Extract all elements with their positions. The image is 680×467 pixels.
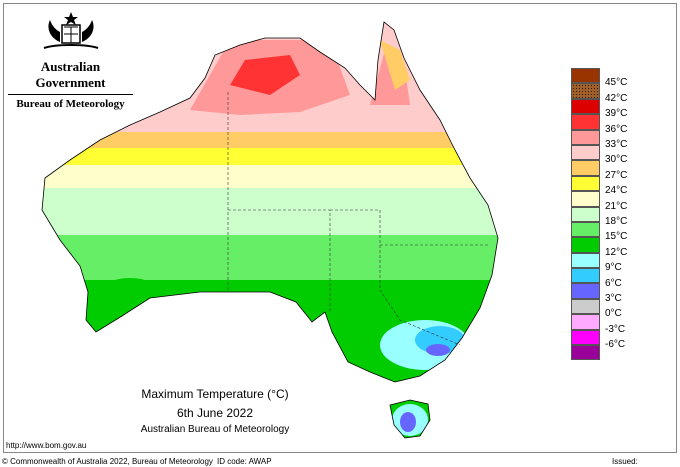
state-borders [227,92,490,346]
bureau-label: Bureau of Meteorology [8,94,133,110]
legend-label: 42°C [605,92,628,104]
legend-label: 15°C [605,231,628,243]
legend-swatch [571,329,600,346]
legend-swatch [571,298,600,315]
copyright: © Commonwealth of Australia 2022, Bureau… [2,457,213,466]
legend-swatch [571,314,600,330]
legend-swatch [571,221,600,238]
legend-swatch [571,206,600,222]
legend-swatch [571,237,600,253]
title-line: Maximum Temperature (°C) [141,387,289,401]
legend-swatch [571,252,600,269]
legend-label: 33°C [605,139,628,150]
map-title: Maximum Temperature (°C) 6th June 2022 A… [120,387,310,435]
legend-swatch [571,283,600,299]
legend-label: 24°C [605,185,628,197]
coastline [41,21,499,383]
legend-swatch [571,345,600,361]
legend-label: 39°C [605,108,628,120]
legend-swatch [571,175,600,192]
bom-logo: Australian Government Bureau of Meteorol… [8,10,133,110]
legend-label: 36°C [605,123,628,135]
coat-of-arms-icon [43,12,98,49]
date-line: 6th June 2022 [176,406,254,420]
legend-label: 0°C [605,308,622,320]
legend-label: 27°C [605,169,628,181]
legend-swatch [571,191,600,207]
id-code: ID code: AWAP [217,457,272,466]
legend-label: 18°C [605,216,628,227]
gov-label: Australian Government [35,59,106,90]
legend-swatch [571,68,600,84]
legend-swatch [571,268,600,284]
zone-33-cape [370,50,410,105]
legend-label: 6°C [605,277,622,289]
legend-swatch [571,83,600,99]
zone-6 [415,326,465,354]
legend-swatch [571,160,600,176]
legend-label: 3°C [605,293,622,304]
legend-label: 21°C [605,200,628,212]
legend-label: -6°C [605,339,626,351]
zone-12-sw [100,278,160,306]
legend-label: -3°C [605,323,626,335]
legend-label: 45°C [605,77,628,89]
legend-swatch [571,144,600,161]
tas-zone-3 [400,412,416,432]
legend-label: 12°C [605,246,628,258]
zone-27-cape [380,40,410,90]
temperature-legend: 45°C 42°C 39°C 36°C 33°C 30°C 27°C 24°C 21°C 18°C… [571,68,627,361]
temperature-map [41,21,499,439]
legend-swatch [571,98,600,115]
tasmania-coastline [389,399,431,439]
legend-label: 9°C [605,262,622,274]
source-line: Australian Bureau of Meteorology [140,424,290,435]
legend-label: 30°C [605,154,628,166]
zone-3 [426,344,450,356]
issued-date: Issued: 04/09/2022 [612,457,652,467]
legend-swatch [571,129,600,145]
legend-swatch [571,114,600,130]
map-frame [3,3,677,453]
zone-36 [230,55,300,95]
bom-url-link[interactable]: http://www.bom.gov.au [6,441,87,450]
